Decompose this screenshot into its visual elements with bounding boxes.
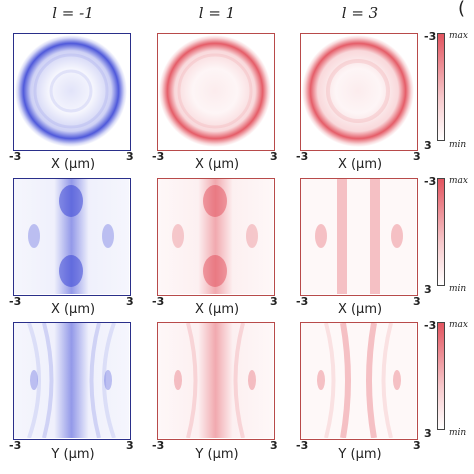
colorbar-r2-min: min (449, 284, 467, 294)
tick-r3c3-right: 3 (413, 439, 421, 452)
colorbar-r1-top-tick: -3 (424, 30, 437, 43)
panel-letter-mark: ( (458, 0, 466, 19)
xlabel-r2c3: X (μm) (337, 302, 383, 317)
tick-r3c3-left: -3 (296, 439, 309, 452)
tick-r1c1-right: 3 (126, 150, 134, 163)
tick-r2c3-right: 3 (413, 295, 421, 308)
colorbar-r3-max: max (449, 320, 468, 330)
xlabel-r1c1: X (μm) (50, 157, 96, 172)
tick-r1c3-right: 3 (413, 150, 421, 163)
panel-r1-l-1 (157, 33, 275, 151)
panel-r2-l-minus-1 (13, 178, 131, 296)
xlabel-r1c2: X (μm) (194, 157, 240, 172)
panel-r2-l-1 (157, 178, 275, 296)
colorbar-r3 (437, 322, 445, 430)
panel-r2-l-3 (300, 178, 418, 296)
tick-r3c1-right: 3 (126, 439, 134, 452)
colorbar-r1-bottom-tick: 3 (424, 139, 432, 152)
panel-r1-l-3 (300, 33, 418, 151)
tick-r1c1-left: -3 (9, 150, 22, 163)
xlabel-r3c3: Y (μm) (338, 447, 382, 462)
tick-r2c3-left: -3 (296, 295, 309, 308)
colorbar-r1-min: min (449, 140, 467, 150)
colorbar-r3-min: min (449, 428, 467, 438)
colorbar-r2 (437, 178, 445, 286)
tick-r2c1-left: -3 (9, 295, 22, 308)
xlabel-r3c2: Y (μm) (195, 447, 239, 462)
xlabel-r1c3: X (μm) (337, 157, 383, 172)
xlabel-r3c1: Y (μm) (51, 447, 95, 462)
colorbar-r1-max: max (449, 31, 468, 41)
colorbar-r2-top-tick: -3 (424, 175, 437, 188)
panel-r3-l-minus-1 (13, 322, 131, 440)
colorbar-r1 (437, 33, 445, 141)
column-title-l-3: l = 3 (341, 4, 379, 22)
column-title-l-1: l = 1 (198, 4, 236, 22)
tick-r2c2-right: 3 (270, 295, 278, 308)
panel-r3-l-1 (157, 322, 275, 440)
tick-r1c2-left: -3 (152, 150, 165, 163)
tick-r2c1-right: 3 (126, 295, 134, 308)
xlabel-r2c1: X (μm) (50, 302, 96, 317)
colorbar-r2-bottom-tick: 3 (424, 283, 432, 296)
colorbar-r2-max: max (449, 176, 468, 186)
tick-r3c2-left: -3 (152, 439, 165, 452)
tick-r2c2-left: -3 (152, 295, 165, 308)
column-title-l-minus-1: l = -1 (52, 4, 94, 22)
colorbar-r3-top-tick: -3 (424, 319, 437, 332)
tick-r1c3-left: -3 (296, 150, 309, 163)
tick-r3c1-left: -3 (9, 439, 22, 452)
colorbar-r3-bottom-tick: 3 (424, 427, 432, 440)
panel-r3-l-3 (300, 322, 418, 440)
xlabel-r2c2: X (μm) (194, 302, 240, 317)
tick-r1c2-right: 3 (270, 150, 278, 163)
tick-r3c2-right: 3 (270, 439, 278, 452)
panel-r1-l-minus-1 (13, 33, 131, 151)
